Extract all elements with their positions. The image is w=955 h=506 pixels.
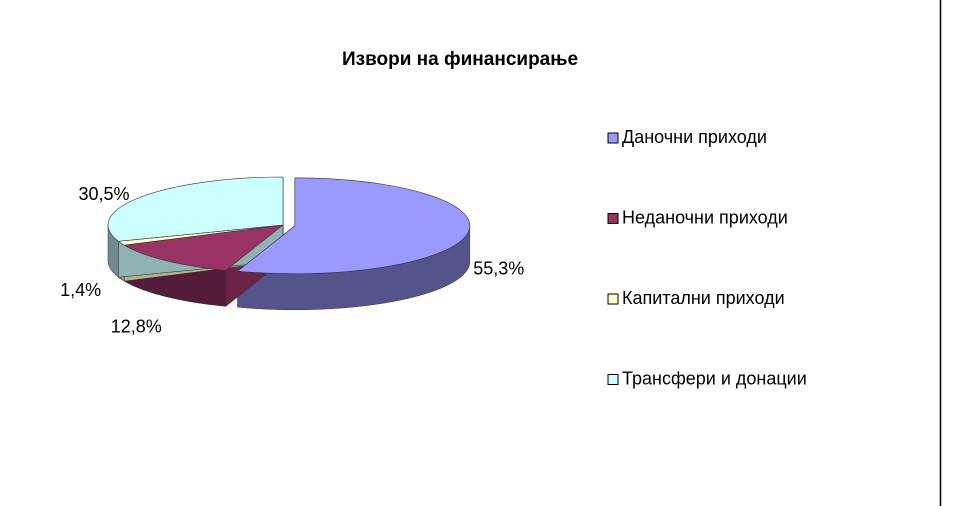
chart-title: Извори на финансирање <box>342 49 578 70</box>
slice <box>123 224 285 271</box>
legend-swatch <box>607 213 619 224</box>
legend-swatch <box>607 293 619 305</box>
legend-swatch <box>607 374 619 385</box>
slice <box>107 176 284 242</box>
legend-swatch <box>607 132 619 144</box>
legend-label: Капитални приходи <box>622 288 785 308</box>
data-label: 30,5% <box>79 184 130 204</box>
data-label: 55,3% <box>473 258 524 278</box>
legend-label: Неданочни приходи <box>622 207 788 227</box>
pie-tops <box>107 176 471 275</box>
legend-label: Трансфери и донации <box>622 368 807 388</box>
data-label: 1,4% <box>60 280 101 300</box>
slice <box>236 177 471 275</box>
legend-label: Даночни приходи <box>622 127 767 147</box>
data-label: 12,8% <box>111 317 162 337</box>
